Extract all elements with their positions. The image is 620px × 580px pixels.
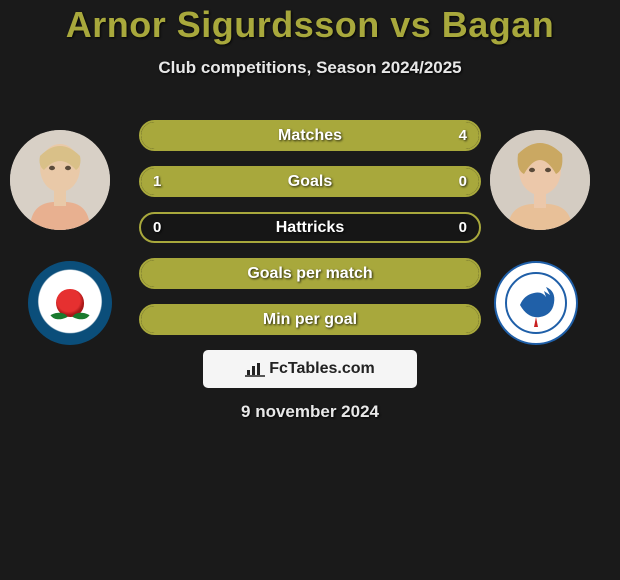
stat-row: Hattricks0 0 — [139, 212, 481, 243]
stat-label: Goals — [141, 168, 479, 195]
stat-label: Matches — [141, 122, 479, 149]
stat-row: Matches4 — [139, 120, 481, 151]
main-area: Matches4Goals10Hattricks00Goals per matc… — [0, 120, 620, 422]
subtitle: Club competitions, Season 2024/2025 — [0, 58, 620, 78]
stat-value-right: 0 — [447, 168, 479, 195]
stat-value-right: 0 — [447, 214, 479, 241]
stat-row: Goals per match — [139, 258, 481, 289]
stat-bars: Matches4Goals10Hattricks00Goals per matc… — [139, 120, 481, 335]
stat-label: Hattricks — [141, 214, 479, 241]
stat-row: Goals1 0 — [139, 166, 481, 197]
stat-label: Goals per match — [141, 260, 479, 287]
player-right-club-logo — [494, 261, 578, 345]
stat-label: Min per goal — [141, 306, 479, 333]
fctables-badge: FcTables.com — [203, 350, 417, 388]
bluebird-icon — [504, 271, 568, 335]
bar-chart-icon — [245, 361, 265, 377]
branding-text: FcTables.com — [269, 360, 375, 378]
stat-value-left: 0 — [141, 214, 173, 241]
stat-value-left: 1 — [141, 168, 173, 195]
page-title: Arnor Sigurdsson vs Bagan — [0, 4, 620, 46]
player-left-club-logo — [28, 261, 112, 345]
stat-value-right: 4 — [447, 122, 479, 149]
stat-row: Min per goal — [139, 304, 481, 335]
date-line: 9 november 2024 — [0, 402, 620, 422]
rose-icon — [56, 289, 84, 317]
player-right-avatar — [490, 130, 590, 230]
player-left-avatar — [10, 130, 110, 230]
avatar-placeholder-icon — [10, 130, 110, 230]
comparison-card: Arnor Sigurdsson vs Bagan Club competiti… — [0, 0, 620, 422]
avatar-placeholder-icon — [490, 130, 590, 230]
